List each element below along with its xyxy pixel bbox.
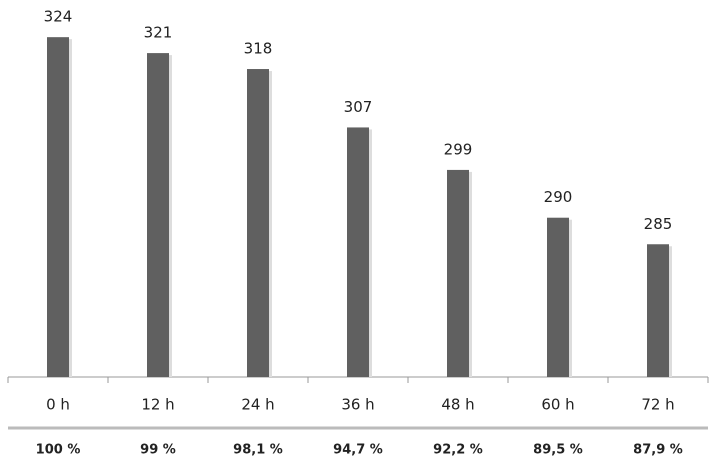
bar [647,244,669,377]
data-label: 318 [244,40,273,58]
percentage-label: 94,7 % [333,443,383,458]
bar [247,69,269,377]
x-tick-label: 24 h [241,396,274,414]
percentage-label: 89,5 % [533,443,583,458]
data-label: 307 [344,98,373,116]
percentage-label: 100 % [36,443,81,458]
percentage-label: 87,9 % [633,443,683,458]
bar [547,217,569,377]
data-label: 290 [544,188,573,206]
x-tick-label: 72 h [641,396,674,414]
percentage-label: 99 % [140,443,176,458]
x-tick-label: 12 h [141,396,174,414]
data-label: 324 [44,8,73,26]
data-label: 285 [644,215,673,233]
bar [47,37,69,378]
bar [147,53,169,377]
data-label: 321 [144,24,173,42]
bar [347,127,369,378]
x-tick-label: 48 h [441,396,474,414]
data-label: 299 [444,140,473,158]
percentage-label: 98,1 % [233,443,283,458]
percentage-label: 92,2 % [433,443,483,458]
x-tick-label: 36 h [341,396,374,414]
x-tick-label: 60 h [541,396,574,414]
x-tick-label: 0 h [46,396,70,414]
bar [447,169,469,377]
